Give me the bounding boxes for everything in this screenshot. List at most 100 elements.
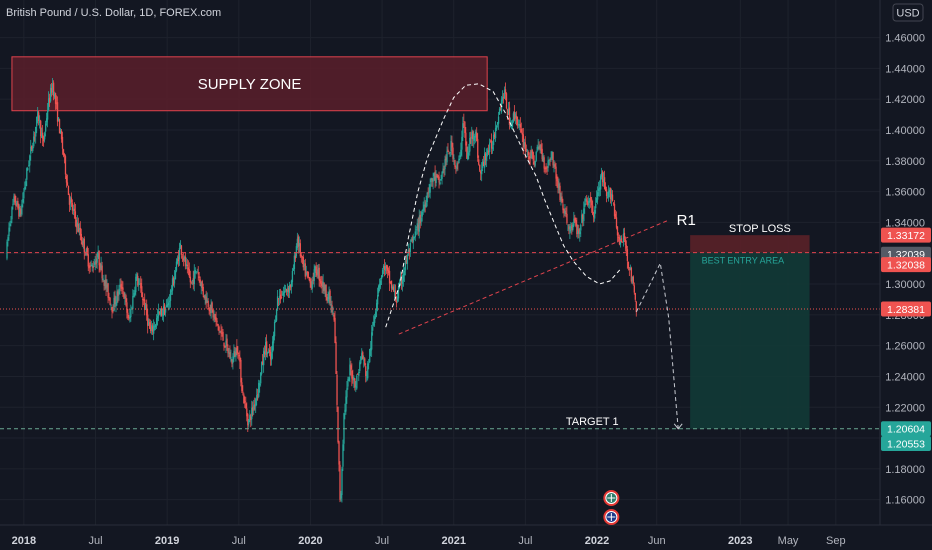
candle-body [71, 203, 74, 211]
candle-body [258, 382, 260, 397]
candle-body [391, 286, 394, 290]
candle-body [267, 352, 270, 353]
candle-body [596, 197, 598, 203]
candle-body [158, 311, 161, 313]
candle-body [140, 282, 142, 289]
candle-body [432, 178, 434, 182]
price-axis[interactable]: 1.46000 1.44000 1.42000 1.40000 1.38000 1.360… [879, 0, 932, 550]
candle-body [307, 271, 309, 278]
candle-body [136, 274, 138, 279]
candle-body [470, 137, 472, 139]
chart-drawings [0, 83, 880, 430]
candle-body [536, 146, 538, 151]
candle-body [26, 168, 28, 180]
stop-loss-label: STOP LOSS [729, 223, 791, 235]
candle-body [605, 189, 608, 197]
candle-body [475, 131, 477, 138]
candle-body [634, 293, 636, 300]
candle-body [371, 332, 373, 350]
candle-body [274, 320, 277, 323]
candle-body [163, 304, 166, 315]
candle-body [103, 280, 105, 286]
price-badge [881, 436, 931, 452]
candle-body [358, 371, 360, 376]
candle-body [127, 312, 129, 319]
candle-body [226, 338, 228, 347]
candle-body [100, 264, 102, 269]
price-badges: 1.331721.320391.320381.283811.206041.205… [881, 227, 931, 452]
candle-body [132, 295, 134, 309]
candle-body [483, 161, 485, 166]
candle-body [82, 240, 84, 244]
candle-body [187, 267, 190, 270]
candle-body [84, 254, 86, 256]
candle-body [42, 132, 44, 139]
candle-body [99, 263, 101, 271]
candle-body [523, 141, 525, 147]
candle-body [295, 246, 298, 257]
candle-body [252, 406, 254, 411]
candle-body [575, 220, 577, 226]
candle-body [121, 287, 123, 289]
candle-body [43, 137, 45, 142]
candle-body [262, 361, 264, 364]
candle-body [368, 363, 370, 365]
candle-body [202, 287, 204, 295]
candle-body [265, 342, 267, 355]
candle-body [72, 209, 75, 211]
candle-body [181, 256, 184, 258]
candle-body [350, 365, 352, 370]
candle-body [294, 255, 297, 259]
candle-body [302, 256, 304, 268]
candle-body [547, 160, 549, 168]
candle-body [110, 305, 112, 306]
candle-body [599, 176, 602, 190]
candle-body [267, 351, 269, 354]
candle-body [270, 353, 273, 361]
candle-body [338, 441, 340, 465]
candle-body [184, 256, 187, 267]
candle-body [52, 82, 55, 97]
candle-body [168, 301, 171, 303]
candle-body [216, 320, 218, 322]
candle-body [201, 281, 203, 288]
candle-body [306, 271, 308, 274]
candle-body [220, 330, 222, 334]
candle-body [563, 208, 565, 213]
candle-body [340, 493, 342, 499]
candle-body [413, 237, 415, 239]
candle-body [80, 233, 82, 241]
time-tick-label: 2022 [585, 535, 609, 547]
event-flag-cross [607, 494, 616, 502]
candle-body [479, 164, 481, 171]
candle-body [512, 113, 515, 123]
candle-body [467, 152, 469, 160]
candles [6, 77, 637, 503]
candle-body [323, 283, 325, 292]
candle-body [442, 168, 444, 173]
candle-body [407, 249, 410, 255]
candle-body [165, 305, 168, 308]
currency-button[interactable]: USD [892, 3, 924, 22]
price-tick-label: 1.44000 [885, 63, 925, 75]
candle-body [312, 279, 314, 281]
candle-body [445, 157, 447, 161]
candle-body [207, 300, 209, 307]
candle-body [319, 279, 321, 281]
candle-body [414, 231, 416, 238]
candle-body [369, 349, 371, 363]
candle-body [372, 327, 374, 331]
candle-body [146, 304, 148, 316]
candle-body [145, 305, 147, 310]
candle-body [185, 264, 188, 267]
candle-body [349, 364, 351, 376]
price-tick-label: 1.34000 [885, 217, 925, 229]
candle-body [345, 396, 347, 412]
candle-body [438, 176, 440, 183]
candle-body [533, 161, 535, 165]
candle-body [403, 270, 406, 276]
candle-body [415, 229, 417, 231]
time-axis[interactable]: 2018 Jul 2019 Jul 2020 Jul 2021 Jul 2022 Jun 2023 M… [0, 524, 932, 547]
event-flags[interactable] [603, 490, 620, 525]
